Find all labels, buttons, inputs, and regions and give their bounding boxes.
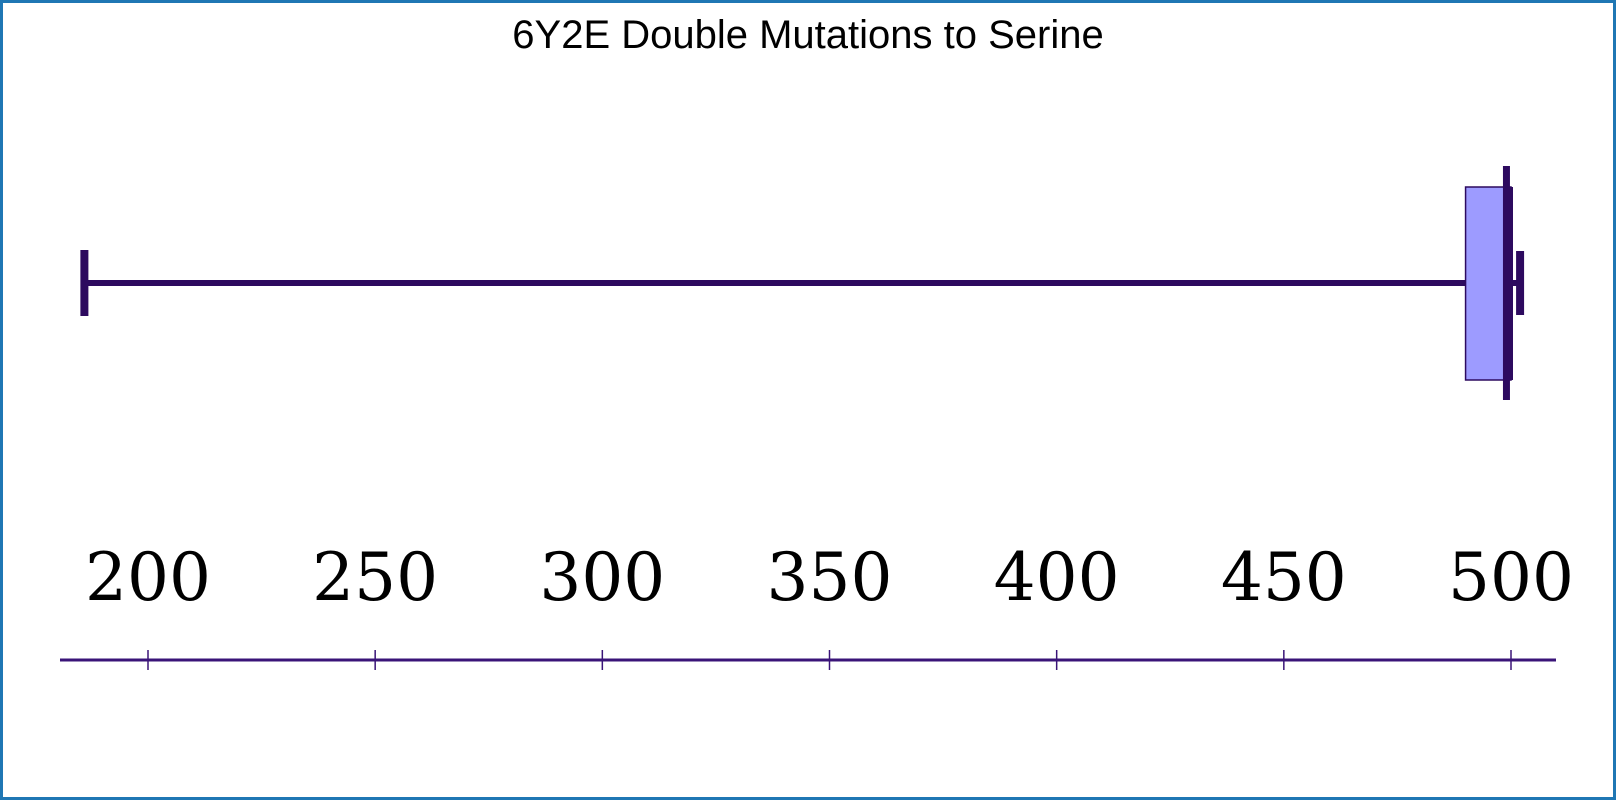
chart-title: 6Y2E Double Mutations to Serine <box>512 13 1104 57</box>
x-axis: 200 250 300 350 400 450 500 <box>60 539 1574 670</box>
x-tick-label: 450 <box>1221 539 1347 616</box>
x-tick-label: 350 <box>767 539 893 616</box>
x-tick-label: 500 <box>1448 539 1574 616</box>
x-tick-label: 400 <box>994 539 1120 616</box>
x-tick-label: 200 <box>85 539 211 616</box>
x-tick-label: 300 <box>539 539 665 616</box>
box-group <box>80 166 1525 400</box>
x-tick-label: 250 <box>312 539 438 616</box>
